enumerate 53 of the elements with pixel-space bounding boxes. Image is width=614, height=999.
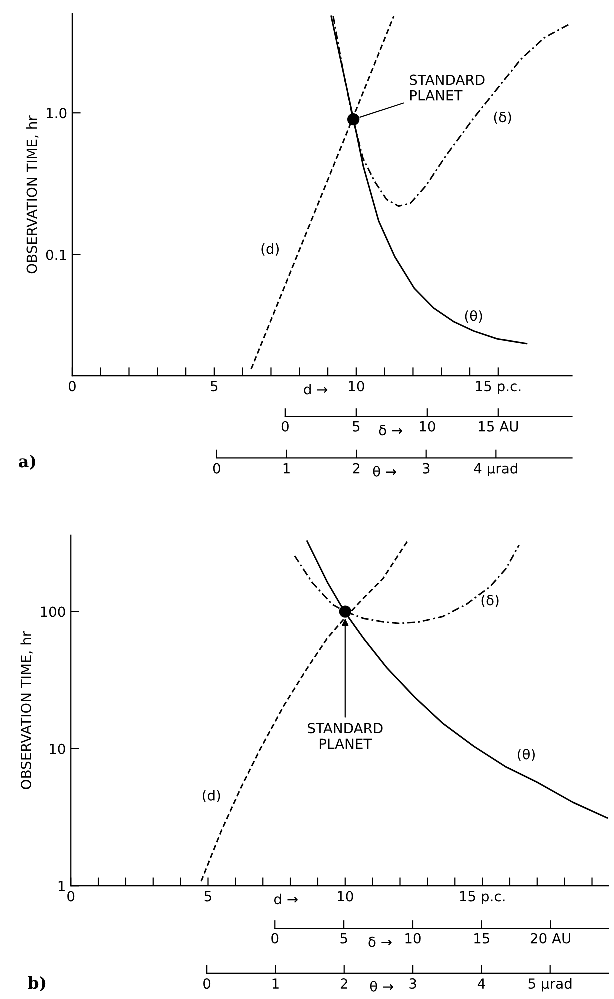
y-tick-label: 1.0 xyxy=(47,108,67,119)
x-tick-label: 5 xyxy=(211,381,218,392)
series-label: (δ) xyxy=(482,595,499,608)
y-tick-label: 0.1 xyxy=(46,250,66,260)
y-tick-label: 100 xyxy=(41,606,66,618)
annotation: STANDARD PLANET xyxy=(308,723,383,749)
x-tick-label: 2 xyxy=(340,978,348,989)
x-tick-label: 15 p.c. xyxy=(460,891,505,904)
line-series xyxy=(200,540,408,882)
x-tick-label: 10 xyxy=(349,381,364,392)
x-tick-label: 3 xyxy=(423,463,430,474)
x2-tick-label: 10 xyxy=(420,421,436,432)
x2-tick-label: 20 AU xyxy=(530,933,570,944)
line-series xyxy=(250,16,395,370)
x-tick-label: 4 xyxy=(478,978,486,989)
y-axis-title: OBSERVATION TIME, hr xyxy=(26,116,39,274)
x-tick-label: 10 xyxy=(338,891,354,902)
x2-axis-title: δ → xyxy=(368,936,392,948)
series-label: (d) xyxy=(202,790,220,802)
x-axis-title: d → xyxy=(304,384,328,395)
x2-tick-label: 10 xyxy=(406,933,421,944)
y-tick-label: 10 xyxy=(50,744,66,754)
x2-axis-title: δ → xyxy=(379,425,402,436)
x-tick-label: 2 xyxy=(353,463,360,474)
x-tick-label: 1 xyxy=(284,463,290,474)
text: a) xyxy=(19,454,36,470)
x-axis-title: θ → xyxy=(370,981,394,992)
x2-tick-label: 5 xyxy=(340,933,348,944)
series-label: (θ) xyxy=(465,310,482,323)
x-tick-label: 0 xyxy=(213,463,220,474)
x2-tick-label: 5 xyxy=(353,422,360,432)
x2-tick-label: 15 xyxy=(474,933,490,944)
x-tick-label: 1 xyxy=(272,978,279,989)
annotation: STANDARD PLANET xyxy=(410,74,485,101)
x-tick-label: 5 xyxy=(204,891,212,902)
x2-tick-label: 15 AU xyxy=(479,422,518,432)
y-tick-label: 1 xyxy=(58,881,65,892)
x-axis-title: d → xyxy=(274,894,298,905)
x-tick-label: 4 µrad xyxy=(474,463,518,477)
x-tick-label: 15 p.c. xyxy=(476,381,521,394)
series-label: (δ) xyxy=(494,112,512,124)
x-tick-label: 3 xyxy=(410,978,416,990)
x-tick-label: 0 xyxy=(68,381,76,392)
series-label: (d) xyxy=(262,243,279,256)
text: b) xyxy=(28,976,46,992)
x2-tick-label: 0 xyxy=(272,933,279,944)
x-tick-label: 0 xyxy=(204,978,211,990)
x2-tick-label: 0 xyxy=(282,421,289,432)
series-label: (θ) xyxy=(518,748,535,762)
x-tick-label: 5 µrad xyxy=(528,978,572,992)
y-axis-title: OBSERVATION TIME, hr xyxy=(20,631,33,790)
x-axis-title: θ → xyxy=(373,466,396,477)
x-tick-label: 0 xyxy=(68,891,75,902)
